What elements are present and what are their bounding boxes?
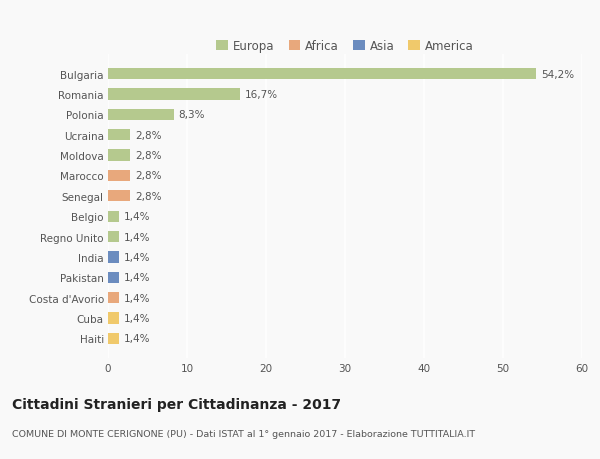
Text: 1,4%: 1,4% bbox=[124, 273, 151, 283]
Bar bbox=[108, 272, 119, 283]
Text: 8,3%: 8,3% bbox=[178, 110, 205, 120]
Bar bbox=[108, 89, 240, 101]
Text: COMUNE DI MONTE CERIGNONE (PU) - Dati ISTAT al 1° gennaio 2017 - Elaborazione TU: COMUNE DI MONTE CERIGNONE (PU) - Dati IS… bbox=[12, 429, 475, 438]
Bar bbox=[108, 231, 119, 243]
Text: 1,4%: 1,4% bbox=[124, 232, 151, 242]
Text: 16,7%: 16,7% bbox=[245, 90, 278, 100]
Bar bbox=[108, 191, 130, 202]
Text: 1,4%: 1,4% bbox=[124, 313, 151, 323]
Text: 1,4%: 1,4% bbox=[124, 334, 151, 344]
Text: 1,4%: 1,4% bbox=[124, 293, 151, 303]
Bar bbox=[108, 170, 130, 182]
Text: 2,8%: 2,8% bbox=[135, 130, 161, 140]
Bar bbox=[108, 110, 173, 121]
Text: 1,4%: 1,4% bbox=[124, 212, 151, 222]
Bar bbox=[108, 313, 119, 324]
Text: 54,2%: 54,2% bbox=[541, 69, 574, 79]
Text: 1,4%: 1,4% bbox=[124, 252, 151, 263]
Text: 2,8%: 2,8% bbox=[135, 191, 161, 202]
Bar bbox=[108, 211, 119, 222]
Bar bbox=[108, 333, 119, 344]
Legend: Europa, Africa, Asia, America: Europa, Africa, Asia, America bbox=[212, 35, 478, 58]
Bar bbox=[108, 292, 119, 303]
Text: Cittadini Stranieri per Cittadinanza - 2017: Cittadini Stranieri per Cittadinanza - 2… bbox=[12, 397, 341, 411]
Bar bbox=[108, 150, 130, 161]
Text: 2,8%: 2,8% bbox=[135, 151, 161, 161]
Text: 2,8%: 2,8% bbox=[135, 171, 161, 181]
Bar bbox=[108, 252, 119, 263]
Bar bbox=[108, 69, 536, 80]
Bar bbox=[108, 130, 130, 141]
